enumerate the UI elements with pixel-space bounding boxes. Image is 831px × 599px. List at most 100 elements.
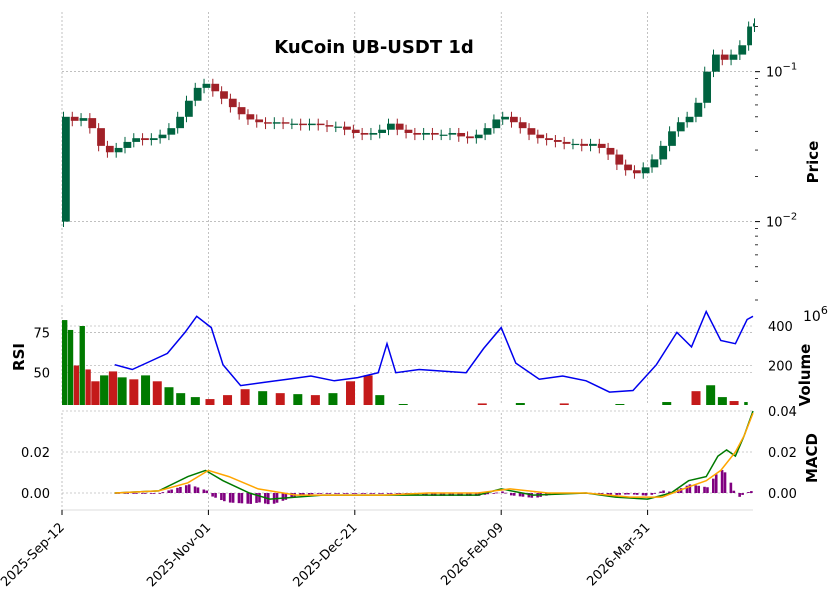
macd-histogram-bar xyxy=(492,493,496,494)
volume-bar xyxy=(190,397,200,405)
macd-histogram-bar xyxy=(425,493,428,496)
macd-histogram-bar xyxy=(635,493,639,495)
macd-histogram-bar xyxy=(141,493,144,494)
volume-bar xyxy=(240,389,250,405)
macd-histogram-bar xyxy=(650,493,654,495)
volume-bar xyxy=(205,399,215,405)
macd-histogram-bar xyxy=(509,493,513,496)
candle-body xyxy=(88,118,97,129)
macd-histogram-bar xyxy=(310,493,314,495)
candle-body xyxy=(492,119,501,129)
macd-histogram-bar xyxy=(659,491,662,493)
macd-histogram-bar xyxy=(228,493,232,503)
macd-axis-label: MACD xyxy=(803,433,821,483)
macd-histogram-bar xyxy=(343,493,346,494)
candle-body xyxy=(193,87,202,101)
macd-histogram-bar xyxy=(205,490,209,493)
macd-histogram-bar xyxy=(389,493,393,494)
macd-histogram-bar xyxy=(632,493,636,495)
macd-histogram-bar xyxy=(346,493,349,494)
price-tick-label: 10−1 xyxy=(766,62,797,81)
macd-histogram-bar xyxy=(422,493,425,496)
candle-body xyxy=(176,116,184,129)
macd-histogram-bar xyxy=(258,493,261,503)
candle-body xyxy=(457,132,466,137)
candle-body xyxy=(439,134,448,136)
macd-right-tick-label: 0.04 xyxy=(768,405,797,420)
macd-histogram-bar xyxy=(135,493,138,494)
macd-histogram-bar xyxy=(240,493,244,504)
volume-bar xyxy=(223,395,233,405)
macd-histogram-bar xyxy=(158,493,162,494)
volume-bar xyxy=(73,365,80,405)
macd-histogram-bar xyxy=(387,493,390,494)
candle-body xyxy=(650,159,659,168)
macd-left-tick-label: 0.00 xyxy=(21,487,50,502)
volume-bar xyxy=(744,402,748,405)
rsi-series-line xyxy=(114,309,754,393)
candle-body xyxy=(685,116,694,123)
macd-histogram-bar xyxy=(161,492,165,493)
macd-histogram-bar xyxy=(694,485,698,493)
candle-body xyxy=(404,129,413,133)
candle-body xyxy=(738,45,747,55)
candle-body xyxy=(211,83,220,92)
candle-body xyxy=(553,140,562,142)
candle-body xyxy=(641,167,650,174)
candle-body xyxy=(316,123,325,126)
candle-body xyxy=(413,132,422,135)
candle-body xyxy=(589,143,597,146)
macd-histogram-bar xyxy=(319,493,323,494)
macd-histogram-bar xyxy=(302,493,305,496)
candle-body xyxy=(264,122,272,124)
macd-histogram-bar xyxy=(504,492,507,494)
volume-bar xyxy=(164,387,174,405)
candle-body xyxy=(501,116,509,120)
macd-histogram-bar xyxy=(176,487,179,493)
macd-signal-line xyxy=(114,412,754,498)
candle-body xyxy=(246,114,255,120)
volume-axis-label: Volume xyxy=(796,344,814,407)
macd-histogram-bar xyxy=(351,493,355,494)
candle-body xyxy=(466,136,474,139)
x-tick-label: 2026-Mar-31 xyxy=(584,520,653,589)
rsi-line xyxy=(114,309,754,393)
macd-histogram-bar xyxy=(662,490,665,493)
candle-body xyxy=(422,132,430,135)
candle-body xyxy=(70,116,79,121)
candle-body xyxy=(430,132,439,135)
macd-line xyxy=(114,410,754,500)
candle-body xyxy=(141,138,149,141)
macd-histogram-bar xyxy=(170,489,173,493)
candle-body xyxy=(97,128,105,146)
macd-histogram-bar xyxy=(653,493,657,494)
axis-ticks: 2025-Sep-12 2025-Nov-01 2025-Dec-21 2026-Fe… xyxy=(0,26,797,590)
macd-histogram-bar xyxy=(126,493,130,494)
candle-body xyxy=(351,129,360,133)
volume-bar xyxy=(67,329,74,405)
candle-body xyxy=(747,26,752,46)
macd-histogram-bar xyxy=(325,493,329,494)
x-tick-label: 2025-Dec-21 xyxy=(290,520,360,590)
macd-histogram-bar xyxy=(152,493,156,494)
price-axis-label: Price xyxy=(804,141,822,184)
candle-body xyxy=(255,119,264,123)
macd-histogram-bar xyxy=(202,489,206,493)
rsi-tick-label: 50 xyxy=(33,367,50,382)
macd-histogram-bar xyxy=(184,485,188,493)
candle-body xyxy=(615,154,624,165)
macd-histogram-bar xyxy=(714,474,718,493)
macd-histogram-bar xyxy=(606,493,610,495)
rsi-axis-label: RSI xyxy=(10,343,28,371)
volume-bar xyxy=(108,371,118,405)
volume-bar xyxy=(363,375,373,405)
candle-body xyxy=(290,123,299,125)
macd-histogram-bar xyxy=(143,493,147,494)
volume-bar xyxy=(717,397,727,405)
candle-body xyxy=(281,122,290,124)
candle-body xyxy=(694,102,703,117)
macd-right-tick-label: 0.02 xyxy=(768,446,797,461)
volume-bar xyxy=(346,381,356,405)
macd-histogram-bar xyxy=(747,492,750,493)
